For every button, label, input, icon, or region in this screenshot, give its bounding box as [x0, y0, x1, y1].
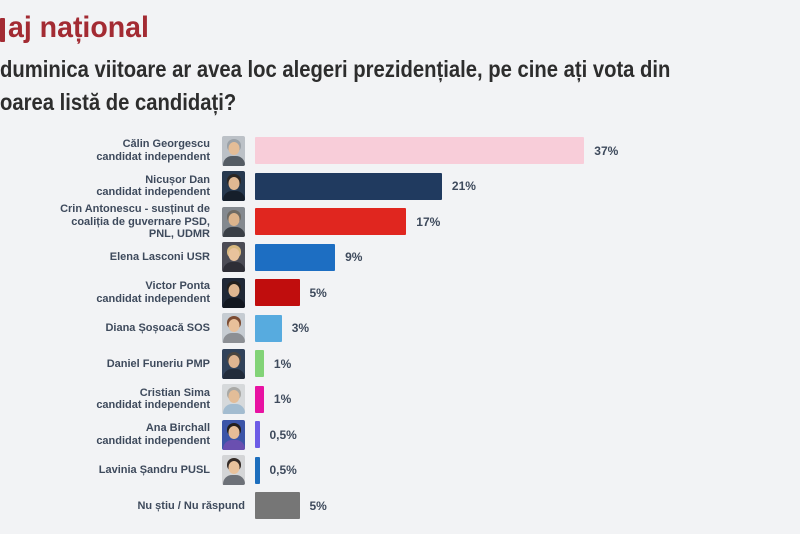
candidate-label: Diana Șoșoacă SOS — [105, 322, 210, 334]
bar-zone: 5% — [255, 279, 800, 307]
candidate-label: Cristian Sima candidat independent — [96, 386, 210, 412]
result-bar — [255, 421, 260, 449]
poll-question-line-2: oarea listă de candidați? — [0, 89, 237, 115]
bar-zone: 17% — [255, 208, 800, 236]
poll-question: duminica viitoare ar avea loc alegeri pr… — [0, 53, 762, 119]
avatar-head — [228, 319, 239, 333]
avatar-suit — [222, 297, 245, 308]
result-bar — [255, 172, 442, 200]
result-bar — [255, 492, 300, 520]
avatar-head — [228, 461, 239, 475]
chart-row: Diana Șoșoacă SOS 3% — [0, 311, 800, 347]
clipped-letter-stem — [0, 18, 5, 42]
chart-row: Lavinia Șandru PUSL 0,5% — [0, 453, 800, 489]
bar-zone: 21% — [255, 172, 800, 200]
avatar-suit — [222, 226, 245, 237]
bar-zone: 5% — [255, 492, 800, 520]
result-bar — [255, 279, 300, 307]
bar-zone: 37% — [255, 137, 800, 165]
percentage-label: 37% — [594, 143, 619, 158]
bar-zone: 1% — [255, 385, 800, 413]
percentage-label: 0,5% — [269, 463, 297, 478]
candidate-label: Daniel Funeriu PMP — [106, 357, 210, 370]
avatar-suit — [222, 368, 245, 379]
chart-row: Victor Ponta candidat independent 5% — [0, 275, 800, 311]
result-bar — [255, 243, 336, 271]
avatar-suit — [222, 439, 245, 450]
chart-row: Crin Antonescu - susținut de coaliția de … — [0, 203, 800, 240]
candidate-label: Elena Lasconi USR — [109, 251, 210, 263]
candidate-label: Nicușor Dan candidat independent — [96, 173, 210, 199]
percentage-label: 9% — [345, 250, 363, 265]
bar-zone: 1% — [255, 350, 800, 378]
chart-row: Daniel Funeriu PMP 1% — [0, 346, 800, 382]
avatar-head — [228, 425, 239, 439]
percentage-label: 1% — [273, 356, 292, 371]
percentage-label: 1% — [273, 392, 292, 407]
candidate-photo — [222, 455, 245, 486]
candidate-label: Nu știu / Nu răspund — [137, 499, 245, 512]
candidate-photo — [222, 135, 245, 166]
candidate-photo — [222, 242, 245, 273]
avatar-suit — [222, 262, 245, 273]
avatar-head — [228, 177, 239, 191]
candidate-photo — [222, 313, 245, 344]
percentage-label: 3% — [291, 321, 310, 336]
percentage-label: 0,5% — [269, 427, 297, 442]
chart-row: Ana Birchall candidat independent 0,5% — [0, 417, 800, 453]
result-bar — [255, 350, 264, 378]
bar-zone: 0,5% — [255, 421, 800, 449]
candidate-label: Crin Antonescu - susținut de coaliția de … — [60, 203, 210, 240]
poll-title: aj național — [8, 11, 149, 44]
percentage-label: 5% — [309, 285, 327, 300]
avatar-suit — [222, 404, 245, 415]
avatar-head — [228, 141, 239, 155]
candidate-label: Victor Ponta candidat independent — [96, 280, 210, 305]
percentage-label: 5% — [309, 498, 327, 513]
result-bar — [255, 137, 585, 165]
avatar-head — [228, 248, 239, 262]
candidate-photo — [222, 348, 245, 379]
candidate-photo — [222, 277, 245, 308]
candidate-photo — [222, 171, 245, 202]
bar-zone: 0,5% — [255, 456, 800, 484]
bar-zone: 3% — [255, 314, 800, 342]
poll-question-line-1: duminica viitoare ar avea loc alegeri pr… — [0, 56, 671, 82]
result-bar — [255, 456, 260, 484]
avatar-suit — [222, 475, 245, 486]
avatar-head — [228, 390, 239, 404]
chart-row: Călin Georgescu candidat independent 37% — [0, 133, 800, 169]
chart-row: Elena Lasconi USR 9% — [0, 240, 800, 276]
candidate-photo — [222, 384, 245, 415]
avatar-head — [228, 283, 239, 297]
candidate-label: Ana Birchall candidat independent — [96, 422, 210, 447]
avatar-suit — [222, 191, 245, 202]
chart-row: Nicușor Dan candidat independent 21% — [0, 169, 800, 205]
candidate-photo — [222, 206, 245, 237]
avatar-suit — [222, 333, 245, 344]
percentage-label: 17% — [416, 214, 441, 229]
chart-row: Cristian Sima candidat independent 1% — [0, 382, 800, 418]
poll-bar-chart: Călin Georgescu candidat independent 37% … — [0, 133, 800, 524]
chart-row: Nu știu / Nu răspund 5% — [0, 488, 800, 524]
result-bar — [255, 208, 407, 236]
candidate-label: Călin Georgescu candidat independent — [96, 138, 210, 163]
avatar-suit — [222, 155, 245, 166]
percentage-label: 21% — [451, 179, 476, 194]
poll-title-row: aj național — [0, 11, 156, 45]
candidate-photo — [222, 419, 245, 450]
result-bar — [255, 385, 264, 413]
result-bar — [255, 314, 282, 342]
avatar-head — [228, 212, 239, 226]
avatar-head — [228, 354, 239, 368]
candidate-label: Lavinia Șandru PUSL — [98, 464, 210, 476]
bar-zone: 9% — [255, 243, 800, 271]
